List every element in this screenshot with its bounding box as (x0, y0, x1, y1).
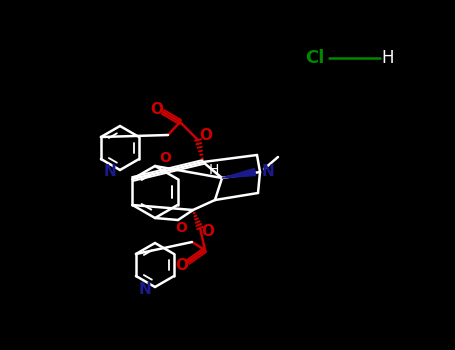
Text: O: O (202, 224, 214, 239)
Polygon shape (222, 169, 256, 178)
Text: N: N (139, 281, 152, 296)
Text: H: H (382, 49, 394, 67)
Text: O: O (151, 103, 163, 118)
Text: H: H (209, 163, 219, 177)
Text: N: N (104, 164, 116, 180)
Text: O: O (159, 151, 171, 165)
Text: O: O (199, 128, 212, 143)
Text: N: N (262, 164, 274, 180)
Text: O: O (176, 259, 188, 273)
Text: Cl: Cl (305, 49, 325, 67)
Text: O: O (175, 221, 187, 235)
